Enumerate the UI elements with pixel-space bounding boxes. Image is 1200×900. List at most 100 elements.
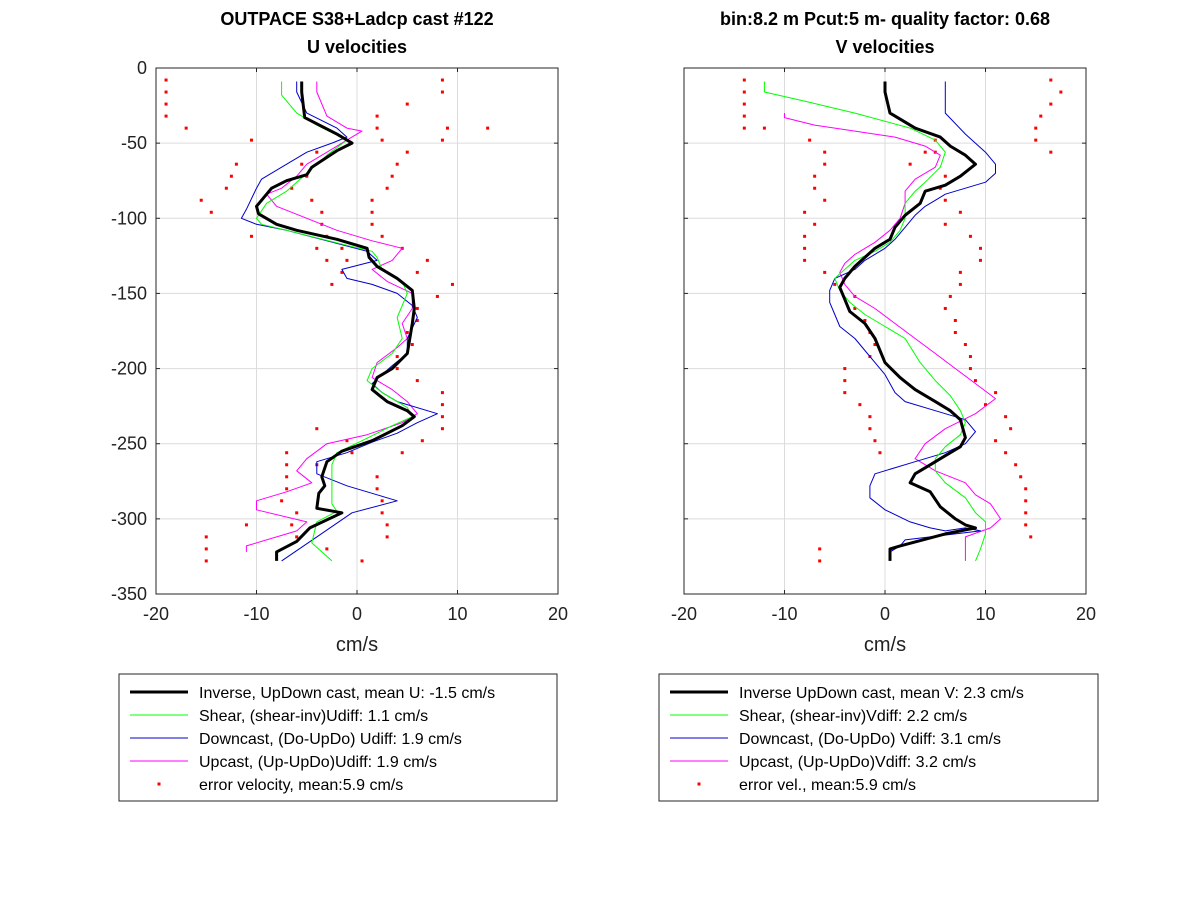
x-axis-label: cm/s [336,634,378,656]
error-point [345,439,349,443]
error-point [1024,511,1028,515]
error-point [224,186,228,190]
error-point [943,174,947,178]
error-point [395,162,399,166]
error-point [818,559,822,563]
x-tick-label: -20 [671,604,697,624]
error-point [440,138,444,142]
error-point [858,403,862,407]
error-point [375,114,379,118]
series-line-inverse [838,81,977,561]
error-point [742,102,746,106]
error-point [803,246,807,250]
error-point [808,138,812,142]
error-point [1004,451,1008,455]
error-point [1034,138,1038,142]
error-point [994,439,998,443]
error-point [968,355,972,359]
error-point [370,198,374,202]
error-point [325,547,329,551]
error-point [923,150,927,154]
error-point [742,126,746,130]
error-point [1004,415,1008,419]
error-point [375,487,379,491]
error-point [1029,535,1033,539]
error-points [164,78,490,563]
error-point [315,246,319,250]
error-point [873,343,877,347]
error-point [1049,78,1053,82]
error-point [943,198,947,202]
y-tick-label: -200 [111,359,147,379]
error-point [249,138,253,142]
error-point [863,318,867,322]
error-point [978,246,982,250]
error-point [843,379,847,383]
error-point [405,331,409,335]
error-point [978,258,982,262]
error-point [1034,126,1038,130]
error-point [742,78,746,82]
legend-box [658,673,1099,802]
chart-title: OUTPACE S38+Ladcp cast #122 [220,9,493,29]
error-point [1014,463,1018,467]
error-point [325,258,329,262]
error-point [285,451,289,455]
error-point [415,306,419,310]
series-line-downcast [829,81,996,561]
error-point [345,258,349,262]
error-point [400,451,404,455]
error-point [184,126,188,130]
y-axis [684,67,1086,595]
error-point [843,391,847,395]
error-point [425,258,429,262]
error-point [370,222,374,226]
legend-label-inverse: Inverse UpDown cast, mean V: 2.3 cm/s [739,685,1024,702]
error-point [410,343,414,347]
legend-box [118,673,558,802]
legend-swatch-error [697,782,701,786]
error-point [742,114,746,118]
series-group [164,78,490,563]
error-point [878,451,882,455]
error-point [762,126,766,130]
error-point [164,102,168,106]
error-point [380,511,384,515]
error-point [948,294,952,298]
error-point [340,270,344,274]
error-point [199,198,203,202]
error-point [380,499,384,503]
x-tick-label: 0 [352,604,362,624]
error-point [290,186,294,190]
error-point [440,78,444,82]
x-tick-label: 10 [975,604,995,624]
error-point [440,415,444,419]
panel-v: bin:8.2 m Pcut:5 m- quality factor: 0.68… [658,9,1099,802]
error-point [164,114,168,118]
error-point [440,391,444,395]
error-point [823,198,827,202]
legend-label-downcast: Downcast, (Do-UpDo) Vdiff: 3.1 cm/s [739,731,1001,748]
x-tick-label: 10 [447,604,467,624]
error-point [1019,475,1023,479]
y-tick-label: -50 [121,133,147,153]
error-point [813,186,817,190]
chart-subtitle: V velocities [835,37,934,57]
error-point [350,451,354,455]
error-point [440,427,444,431]
y-tick-label: -350 [111,584,147,604]
error-point [244,523,248,527]
error-point [229,174,233,178]
error-point [953,318,957,322]
error-point [958,270,962,274]
legend-label-upcast: Upcast, (Up-UpDo)Vdiff: 3.2 cm/s [739,754,976,771]
x-tick-label: -10 [243,604,269,624]
error-point [843,367,847,371]
error-point [315,150,319,154]
error-point [445,126,449,130]
error-point [440,90,444,94]
x-tick-label: 20 [548,604,568,624]
legend-label-shear: Shear, (shear-inv)Udiff: 1.1 cm/s [199,708,428,725]
error-point [285,475,289,479]
